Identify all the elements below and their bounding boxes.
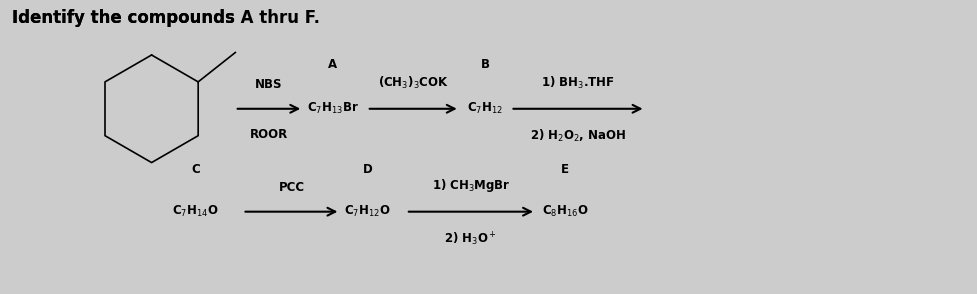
Text: C$_8$H$_{16}$O: C$_8$H$_{16}$O — [541, 204, 588, 219]
Text: C$_7$H$_{13}$Br: C$_7$H$_{13}$Br — [307, 101, 358, 116]
Text: ROOR: ROOR — [249, 128, 288, 141]
Text: A: A — [327, 58, 337, 71]
Text: C$_7$H$_{12}$O: C$_7$H$_{12}$O — [344, 204, 391, 219]
Text: 2) H$_3$O$^+$: 2) H$_3$O$^+$ — [444, 231, 497, 248]
Text: 1) BH$_3$.THF: 1) BH$_3$.THF — [540, 75, 615, 91]
Text: 1) CH$_3$MgBr: 1) CH$_3$MgBr — [431, 177, 510, 194]
Text: C$_7$H$_{14}$O: C$_7$H$_{14}$O — [172, 204, 219, 219]
Text: E: E — [561, 163, 569, 176]
Text: NBS: NBS — [255, 78, 282, 91]
Text: C: C — [191, 163, 199, 176]
Text: C$_7$H$_{12}$: C$_7$H$_{12}$ — [467, 101, 502, 116]
Text: 2) H$_2$O$_2$, NaOH: 2) H$_2$O$_2$, NaOH — [530, 128, 625, 144]
Text: Identify the compounds A thru F.: Identify the compounds A thru F. — [12, 9, 319, 27]
Text: D: D — [362, 163, 372, 176]
Text: Identify the compounds: Identify the compounds — [12, 9, 240, 27]
Text: B: B — [480, 58, 489, 71]
Text: PCC: PCC — [278, 181, 304, 194]
Text: (CH$_3$)$_3$COK: (CH$_3$)$_3$COK — [377, 75, 448, 91]
